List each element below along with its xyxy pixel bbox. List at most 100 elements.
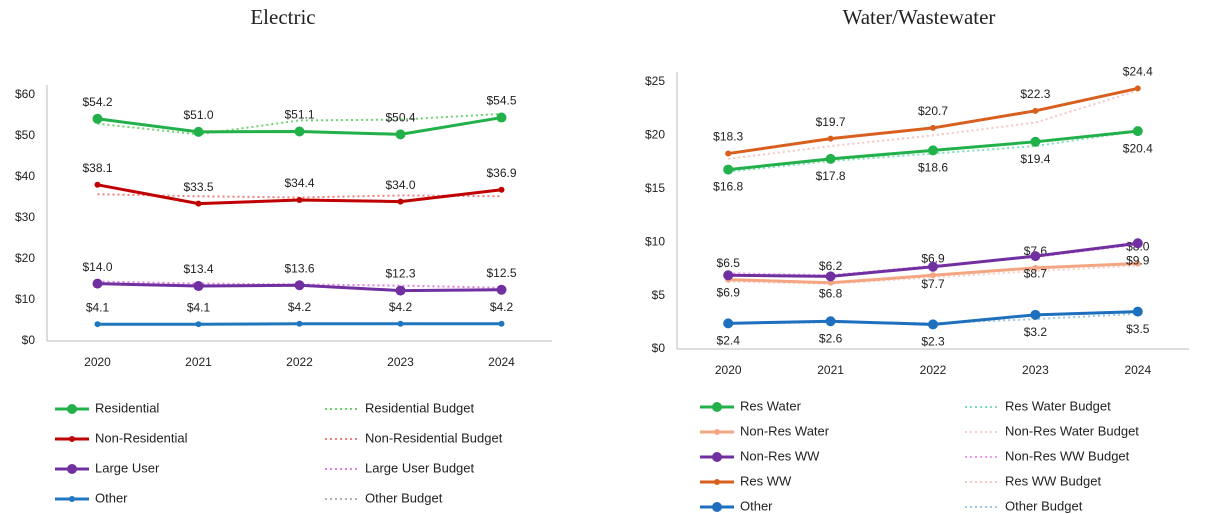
data-label: $36.9 <box>486 166 516 180</box>
data-label: $12.3 <box>385 267 415 281</box>
x-tick-label: 2020 <box>715 363 742 377</box>
legend-label: Res Water <box>740 398 802 413</box>
series-line <box>97 193 502 199</box>
data-label: $6.5 <box>717 256 741 270</box>
data-point <box>294 280 305 291</box>
data-point <box>1030 309 1041 320</box>
legend-label: Other Budget <box>1005 498 1083 513</box>
legend-marker <box>712 502 722 512</box>
data-point <box>496 112 507 123</box>
data-label: $50.4 <box>385 111 415 125</box>
data-label: $2.3 <box>921 335 945 349</box>
data-label: $54.2 <box>82 95 112 109</box>
data-label: $51.1 <box>284 108 314 122</box>
data-point <box>723 318 734 329</box>
data-label: $16.8 <box>713 180 743 194</box>
x-tick-label: 2021 <box>185 355 212 369</box>
data-point <box>1134 260 1141 267</box>
data-label: $19.4 <box>1020 152 1050 166</box>
data-point <box>1032 107 1039 114</box>
data-point <box>296 320 303 327</box>
data-label: $51.0 <box>183 108 213 122</box>
chart-title: Water/Wastewater <box>843 5 996 29</box>
data-label: $18.3 <box>713 130 743 144</box>
data-point <box>928 261 938 272</box>
data-label: $17.8 <box>816 169 846 183</box>
legend-marker <box>69 496 75 502</box>
data-label: $14.0 <box>82 260 112 274</box>
legend-marker <box>714 479 720 485</box>
legend-marker <box>712 402 722 412</box>
legend-label: Other <box>95 490 128 505</box>
data-point <box>1132 238 1143 249</box>
data-point <box>825 316 836 327</box>
data-label: $38.1 <box>82 161 112 175</box>
y-tick-label: $25 <box>645 74 665 88</box>
y-tick-label: $60 <box>15 87 35 101</box>
data-point <box>193 126 204 137</box>
legend-label: Non-Res WW <box>740 448 820 463</box>
data-point <box>94 181 101 188</box>
data-label: $6.2 <box>819 259 843 273</box>
data-label: $9.9 <box>1126 253 1150 267</box>
legend-label: Non-Residential <box>95 430 188 445</box>
y-tick-label: $20 <box>15 251 35 265</box>
y-tick-label: $50 <box>15 128 35 142</box>
data-label: $34.0 <box>385 178 415 192</box>
legend-marker <box>69 436 75 442</box>
y-tick-label: $10 <box>15 292 35 306</box>
data-label: $6.8 <box>819 287 843 301</box>
data-label: $4.2 <box>389 300 413 314</box>
y-tick-label: $20 <box>645 128 665 142</box>
x-tick-label: 2021 <box>817 363 844 377</box>
legend-label: Res WW Budget <box>1005 473 1101 488</box>
data-point <box>928 145 938 156</box>
data-point <box>397 198 404 205</box>
data-label: $2.6 <box>819 331 843 345</box>
x-tick-label: 2024 <box>488 355 515 369</box>
legend-label: Large User <box>95 460 160 475</box>
data-point <box>498 186 505 193</box>
data-label: $19.7 <box>816 115 846 129</box>
legend-marker <box>714 429 720 435</box>
data-label: $20.7 <box>918 104 948 118</box>
data-point <box>827 279 834 286</box>
y-tick-label: $15 <box>645 181 665 195</box>
data-label: $7.7 <box>921 277 945 291</box>
data-point <box>928 319 938 330</box>
legend-label: Residential <box>95 400 159 415</box>
legend-label: Res Water Budget <box>1005 398 1111 413</box>
data-point <box>395 129 406 140</box>
y-tick-label: $0 <box>652 341 666 355</box>
x-tick-label: 2023 <box>1022 363 1049 377</box>
data-point <box>92 278 103 289</box>
legend-label: Res WW <box>740 473 792 488</box>
y-tick-label: $0 <box>22 333 36 347</box>
data-label: $12.5 <box>486 266 516 280</box>
data-label: $2.4 <box>717 334 741 348</box>
data-point <box>723 164 734 175</box>
x-tick-label: 2024 <box>1124 363 1151 377</box>
data-label: $13.6 <box>284 261 314 275</box>
data-point <box>1132 306 1143 317</box>
data-point <box>498 320 505 327</box>
y-tick-label: $40 <box>15 169 35 183</box>
legend-label: Residential Budget <box>365 400 475 415</box>
legend-marker <box>712 452 722 462</box>
chart-title: Electric <box>250 5 315 29</box>
data-label: $33.5 <box>183 180 213 194</box>
data-point <box>193 281 204 292</box>
x-tick-label: 2023 <box>387 355 414 369</box>
data-point <box>92 113 103 124</box>
data-label: $20.4 <box>1123 141 1153 155</box>
data-label: $18.6 <box>918 161 948 175</box>
legend-marker <box>67 404 77 414</box>
data-point <box>1134 85 1141 92</box>
data-point <box>725 150 732 157</box>
legend-marker <box>67 464 77 474</box>
data-point <box>395 285 406 296</box>
data-point <box>496 284 507 295</box>
legend-label: Large User Budget <box>365 460 475 475</box>
data-point <box>930 124 936 131</box>
